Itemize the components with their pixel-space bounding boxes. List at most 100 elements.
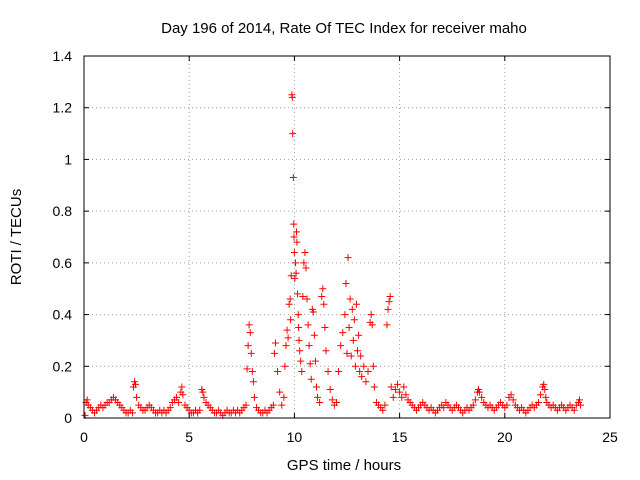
y-tick-label: 0.8 [53, 203, 73, 219]
data-point [285, 300, 293, 308]
data-point [282, 342, 290, 350]
data-point [339, 329, 347, 337]
data-point [299, 292, 307, 300]
data-point [199, 388, 207, 396]
data-point [278, 401, 286, 409]
data-point [133, 393, 141, 401]
data-point [196, 406, 204, 414]
data-point [287, 316, 295, 324]
data-point [173, 393, 181, 401]
data-point [250, 393, 258, 401]
y-tick-label: 1.2 [53, 100, 73, 116]
data-point [175, 398, 183, 406]
data-point [324, 367, 332, 375]
data-point [345, 324, 353, 331]
data-point [321, 324, 329, 331]
data-point [469, 401, 477, 409]
data-point [283, 326, 291, 334]
data-point [379, 406, 387, 414]
chart-title: Day 196 of 2014, Rate Of TEC Index for r… [161, 20, 527, 37]
data-point [274, 367, 282, 375]
data-point [248, 367, 256, 375]
data-point [293, 228, 301, 236]
data-point [509, 396, 517, 404]
data-point [347, 352, 355, 360]
data-point [389, 393, 397, 401]
data-point [341, 311, 349, 319]
data-point [335, 367, 343, 375]
data-point [577, 401, 585, 409]
data-point [318, 292, 326, 300]
data-point [356, 367, 364, 375]
data-point [351, 362, 359, 370]
data-point [360, 362, 368, 370]
data-point [350, 316, 358, 324]
data-point [200, 393, 208, 401]
data-point [276, 388, 284, 396]
data-point [269, 401, 277, 409]
data-point [83, 396, 91, 404]
data-point [381, 401, 389, 409]
data-point [128, 409, 136, 417]
data-point [296, 347, 304, 355]
x-tick-label: 20 [497, 429, 513, 445]
y-tick-label: 0.4 [53, 307, 73, 323]
data-point [132, 380, 140, 388]
data-point [343, 349, 351, 357]
data-point [291, 274, 299, 282]
data-point [249, 378, 257, 386]
data-point [314, 393, 322, 401]
data-point [291, 259, 299, 267]
data-point [476, 388, 484, 396]
data-point [178, 383, 186, 391]
data-point [298, 367, 306, 375]
data-point [294, 290, 302, 298]
data-point [342, 280, 350, 288]
plot-area-frame [83, 55, 611, 419]
data-point [281, 362, 289, 370]
data-point [349, 336, 357, 344]
x-tick-label: 0 [80, 429, 88, 445]
data-point [310, 331, 318, 339]
data-points [81, 91, 585, 419]
data-point [316, 398, 324, 406]
data-point [244, 342, 252, 350]
data-point [307, 375, 315, 383]
data-point [312, 383, 320, 391]
y-tick-label: 0.6 [53, 255, 73, 271]
y-tick-label: 0 [64, 410, 72, 426]
data-point [271, 339, 279, 347]
data-point [289, 130, 297, 138]
grid [84, 56, 610, 418]
data-point [286, 295, 294, 303]
data-point [288, 93, 296, 101]
data-point [309, 308, 317, 316]
data-point [302, 264, 310, 272]
data-point [322, 347, 330, 355]
data-point [303, 295, 311, 303]
data-point [246, 329, 254, 337]
data-point [295, 336, 303, 344]
data-point [396, 388, 404, 396]
x-tick-label: 25 [602, 429, 618, 445]
data-point [362, 378, 370, 386]
y-tick-label: 1 [64, 151, 72, 167]
data-point [166, 404, 174, 412]
data-point [328, 396, 336, 404]
data-point [270, 349, 278, 357]
data-point [478, 393, 486, 401]
data-point [570, 406, 578, 414]
data-point [348, 305, 356, 313]
x-tick-label: 10 [287, 429, 303, 445]
data-point [534, 398, 542, 406]
data-point [369, 362, 377, 370]
data-point [575, 396, 583, 404]
data-point [385, 298, 393, 306]
data-point [357, 352, 365, 360]
data-point [364, 367, 372, 375]
data-point [284, 334, 292, 342]
x-tick-label: 5 [185, 429, 193, 445]
data-point [537, 391, 545, 399]
data-point [290, 220, 298, 228]
